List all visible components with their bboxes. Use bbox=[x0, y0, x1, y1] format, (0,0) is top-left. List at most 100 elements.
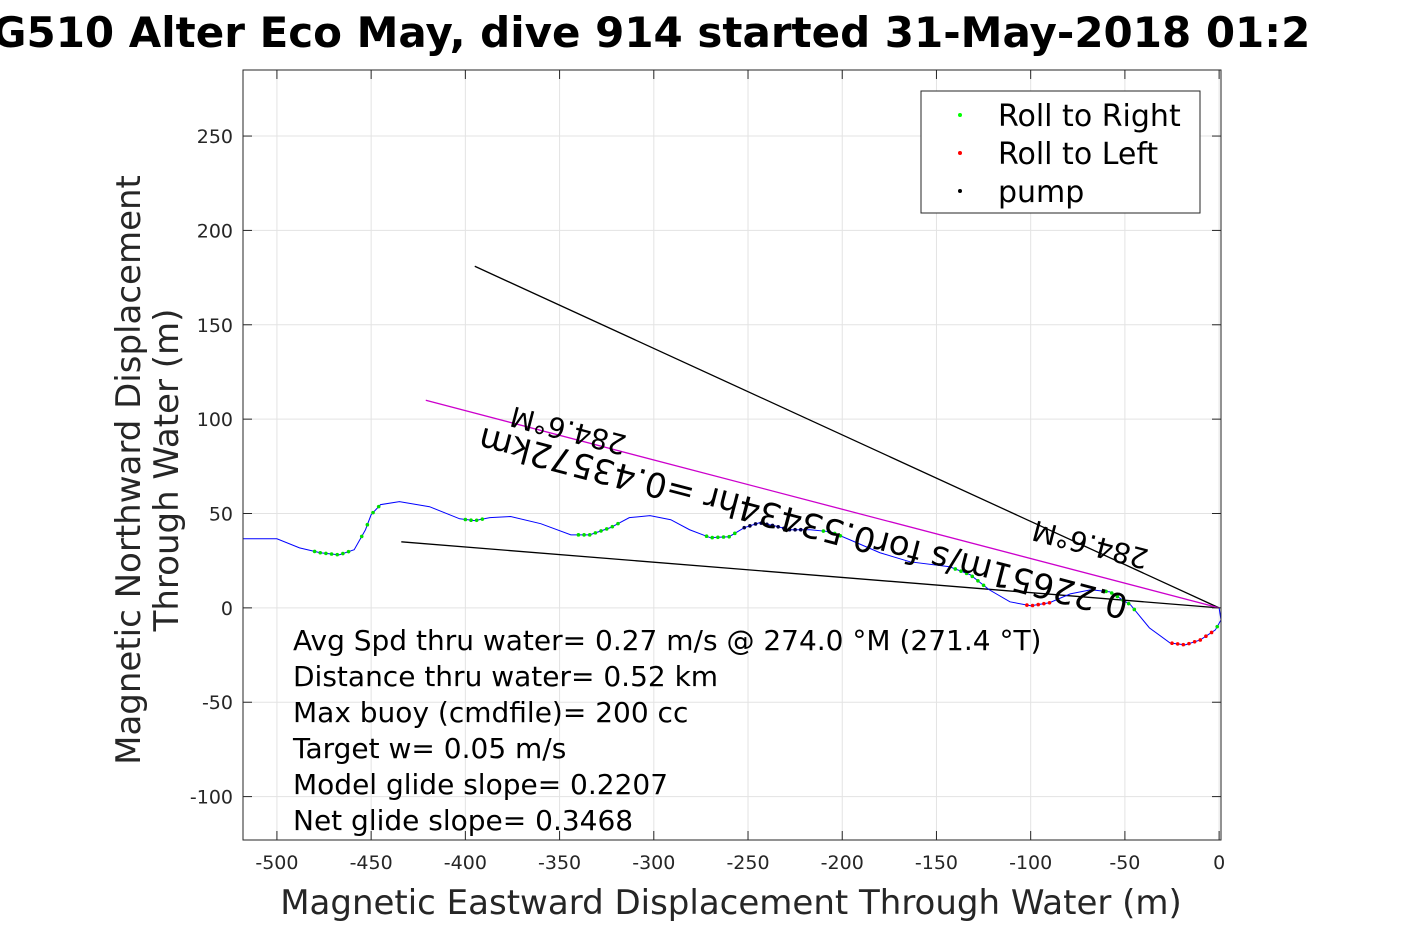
series bbox=[243, 265, 1222, 647]
pump-marker bbox=[742, 525, 747, 530]
y-tick-label: 150 bbox=[197, 315, 233, 337]
roll-right-marker bbox=[1115, 594, 1120, 599]
y-tick-label: 250 bbox=[197, 126, 233, 148]
roll-right-marker bbox=[953, 567, 958, 571]
roll-left-marker bbox=[1036, 602, 1041, 607]
roll-right-marker bbox=[359, 534, 364, 539]
roll-right-marker bbox=[324, 551, 328, 556]
x-tick-label: -250 bbox=[726, 852, 769, 874]
roll-right-marker bbox=[610, 524, 615, 529]
x-tick-label: -450 bbox=[350, 852, 393, 874]
roll-right-marker bbox=[593, 531, 598, 535]
roll-right-marker bbox=[981, 583, 986, 588]
roll-right-marker bbox=[704, 534, 709, 539]
roll-left-marker bbox=[1187, 641, 1191, 646]
roll-right-marker bbox=[463, 517, 468, 522]
roll-right-marker bbox=[827, 529, 831, 534]
roll-left-marker bbox=[1025, 603, 1029, 607]
roll-right-marker bbox=[346, 549, 351, 554]
roll-left-marker bbox=[1198, 638, 1203, 642]
pump-marker bbox=[776, 524, 780, 529]
roll-right-marker bbox=[371, 510, 375, 515]
axes-box bbox=[242, 69, 1222, 841]
y-axis-label: Magnetic Northward DisplacementThrough W… bbox=[109, 175, 187, 765]
y-tick-label: 0 bbox=[221, 598, 233, 620]
heading-line bbox=[401, 541, 1220, 609]
roll-right-marker bbox=[1132, 607, 1137, 612]
roll-right-marker bbox=[1121, 598, 1125, 602]
y-tick-label: -100 bbox=[190, 787, 233, 809]
x-tick-label: -50 bbox=[1109, 852, 1140, 874]
roll-left-marker bbox=[1204, 634, 1208, 639]
legend-label: pump bbox=[998, 175, 1084, 210]
y-tick-label: 100 bbox=[197, 409, 233, 431]
legend-marker bbox=[958, 151, 962, 155]
roll-left-marker bbox=[1047, 600, 1052, 605]
annotation-text: Avg Spd thru water= 0.27 m/s @ 274.0 °M … bbox=[293, 624, 1041, 657]
roll-left-marker bbox=[1209, 630, 1214, 635]
roll-right-marker bbox=[587, 533, 592, 537]
roll-right-marker bbox=[604, 527, 609, 531]
roll-right-marker bbox=[964, 571, 969, 576]
roll-right-marker bbox=[318, 550, 323, 555]
roll-right-marker bbox=[480, 517, 485, 521]
annotation-text: Net glide slope= 0.3468 bbox=[293, 804, 633, 837]
y-tick-label: 200 bbox=[197, 220, 233, 242]
roll-right-marker bbox=[832, 531, 837, 536]
roll-left-marker bbox=[1042, 601, 1046, 606]
legend-label: Roll to Right bbox=[998, 99, 1181, 134]
roll-right-marker bbox=[335, 552, 340, 557]
roll-right-marker bbox=[1215, 624, 1220, 629]
roll-right-marker bbox=[959, 569, 963, 573]
roll-right-marker bbox=[1109, 591, 1114, 595]
roll-right-marker bbox=[312, 549, 317, 554]
roll-right-marker bbox=[616, 521, 620, 526]
roll-right-marker bbox=[976, 579, 980, 583]
roll-right-marker bbox=[376, 504, 381, 509]
roll-right-marker bbox=[576, 533, 581, 537]
roll-right-marker bbox=[582, 533, 586, 537]
chart-title: G510 Alter Eco May, dive 914 started 31-… bbox=[0, 8, 1310, 57]
roll-left-marker bbox=[1030, 603, 1035, 608]
roll-right-marker bbox=[599, 529, 603, 533]
annotation-text: Target w= 0.05 m/s bbox=[292, 732, 566, 765]
pump-marker bbox=[759, 521, 764, 525]
x-tick-label: -500 bbox=[255, 852, 298, 874]
x-tick-label: -400 bbox=[444, 852, 487, 874]
roll-right-marker bbox=[970, 574, 975, 579]
roll-right-marker bbox=[716, 535, 720, 540]
legend-marker bbox=[958, 113, 962, 117]
legend-label: Roll to Left bbox=[998, 137, 1158, 172]
y-tick-label: 50 bbox=[209, 504, 233, 526]
annotation-text: Distance thru water= 0.52 km bbox=[293, 660, 718, 693]
rotated-labels: 0.22651m/s for0.53434hr =0.43572km284.6°… bbox=[475, 399, 1152, 626]
roll-right-marker bbox=[341, 551, 345, 556]
roll-right-marker bbox=[329, 552, 334, 556]
pump-marker bbox=[770, 523, 775, 528]
roll-left-marker bbox=[1192, 639, 1197, 644]
roll-right-marker bbox=[727, 534, 731, 539]
legend-marker bbox=[958, 189, 962, 193]
ticks: -500 -450 -400 -350 -300 -250 -200 -150 -100 -50 0… bbox=[190, 70, 1225, 874]
roll-right-marker bbox=[710, 535, 715, 540]
pump-marker bbox=[753, 522, 758, 526]
pump-marker bbox=[782, 526, 786, 531]
roll-right-marker bbox=[474, 518, 479, 523]
roll-right-marker bbox=[1104, 589, 1108, 594]
grid bbox=[243, 70, 1221, 840]
roll-left-marker bbox=[1181, 642, 1186, 647]
roll-right-marker bbox=[469, 518, 473, 523]
heading-line bbox=[474, 265, 1220, 609]
legend-box bbox=[920, 90, 1201, 214]
roll-left-marker bbox=[1170, 641, 1174, 646]
roll-right-marker bbox=[838, 533, 843, 538]
heading-line bbox=[425, 399, 1220, 609]
roll-right-marker bbox=[733, 531, 737, 536]
roll-left-marker bbox=[1175, 642, 1180, 646]
roll-right-marker bbox=[1126, 601, 1131, 606]
y-tick-label: -50 bbox=[202, 692, 233, 714]
x-tick-label: -100 bbox=[1009, 852, 1052, 874]
x-tick-label: -350 bbox=[538, 852, 581, 874]
pump-marker bbox=[793, 527, 797, 532]
